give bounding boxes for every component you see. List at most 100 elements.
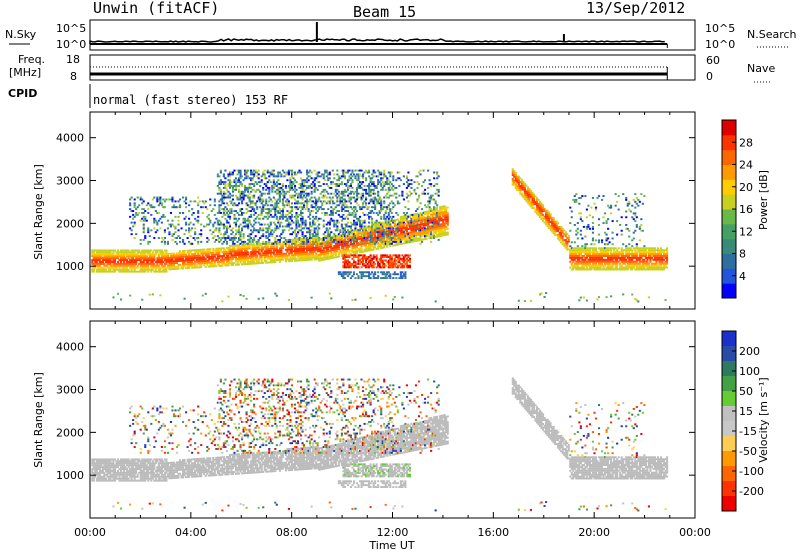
power-cell — [410, 237, 413, 239]
power-cell — [402, 259, 405, 262]
power-cell — [225, 258, 228, 261]
power-cell — [354, 233, 357, 235]
power-cell — [343, 171, 346, 174]
power-cell — [277, 202, 280, 205]
power-cell — [201, 206, 204, 209]
power-cell — [271, 233, 274, 236]
power-cell — [430, 221, 433, 224]
power-cell — [309, 211, 312, 214]
power-cell — [387, 233, 390, 236]
power-cell — [313, 202, 316, 205]
nsky-label: N.Sky — [5, 28, 37, 41]
power-cell — [319, 255, 322, 258]
power-cell — [363, 248, 366, 251]
power-cell — [92, 259, 95, 262]
power-cell — [336, 227, 339, 230]
power-cell — [361, 235, 365, 238]
power-cell — [106, 251, 109, 254]
power-cell — [284, 219, 287, 222]
power-cell — [231, 262, 235, 265]
power-cell — [210, 265, 213, 268]
power-cell — [218, 204, 221, 207]
power-cell — [231, 186, 235, 189]
power-cell — [260, 181, 263, 184]
power-cell — [369, 247, 372, 250]
power-cell — [123, 253, 126, 256]
power-cell — [427, 215, 430, 218]
power-cell — [233, 256, 236, 259]
power-cell — [309, 256, 312, 259]
power-cell — [352, 271, 356, 274]
power-cell — [374, 273, 377, 276]
power-cell — [251, 208, 254, 211]
power-cell — [304, 188, 307, 191]
power-cell — [433, 177, 436, 180]
power-cell — [110, 249, 114, 252]
power-cell — [290, 206, 294, 209]
power-cell — [250, 206, 253, 209]
power-cell — [95, 261, 98, 263]
power-cell — [413, 235, 416, 238]
power-cell — [257, 213, 260, 216]
power-cell — [281, 217, 284, 220]
power-cell — [230, 244, 233, 247]
power-cell — [371, 245, 374, 247]
power-cell — [384, 256, 387, 259]
power-cell — [393, 204, 396, 207]
power-cell — [303, 179, 306, 182]
power-cell — [104, 253, 107, 256]
power-cell — [411, 230, 415, 233]
power-cell — [346, 249, 349, 252]
power-cell — [358, 169, 362, 172]
power-cell — [307, 179, 310, 182]
power-cell — [260, 210, 263, 212]
power-cell — [133, 266, 136, 269]
power-cell — [316, 248, 319, 251]
power-cell — [337, 213, 340, 216]
power-cell — [253, 208, 256, 211]
power-cell — [390, 261, 393, 264]
power-cell — [284, 185, 287, 187]
power-cell — [306, 251, 309, 254]
power-cell — [304, 185, 307, 187]
power-cell — [251, 200, 254, 203]
power-cell — [104, 249, 107, 252]
power-cell — [396, 230, 399, 233]
power-cell — [136, 266, 139, 269]
power-cell — [372, 248, 375, 251]
power-cell — [405, 217, 408, 220]
power-cell — [156, 259, 159, 262]
power-cell — [328, 227, 331, 230]
power-cell — [194, 253, 197, 256]
power-cell — [360, 247, 363, 250]
power-cell — [384, 224, 387, 227]
power-cell — [407, 224, 410, 227]
power-cell — [306, 253, 309, 256]
power-cell — [195, 258, 198, 261]
power-cell — [277, 175, 280, 178]
power-cell — [277, 259, 280, 261]
power-cell — [260, 256, 263, 259]
power-cell — [377, 224, 380, 227]
power-cell — [313, 183, 316, 186]
power-cell — [328, 245, 331, 248]
power-cell — [340, 247, 343, 250]
power-cell — [375, 266, 378, 269]
power-cell — [239, 233, 242, 236]
power-cell — [132, 213, 135, 216]
power-cell — [177, 263, 180, 266]
nsky-tick-bottom: 10^0 — [56, 38, 86, 51]
power-cell — [299, 206, 303, 209]
power-cell — [225, 237, 228, 239]
power-cell — [250, 186, 253, 189]
power-cell — [272, 251, 275, 254]
nsky-tick-top: 10^5 — [56, 22, 86, 35]
power-cell — [287, 258, 290, 261]
power-cell — [321, 239, 324, 242]
power-cell — [240, 263, 244, 266]
power-cell — [156, 200, 159, 203]
power-cell — [266, 211, 269, 214]
power-cell — [337, 273, 340, 276]
power-cell — [304, 259, 307, 262]
power-cell — [227, 173, 230, 176]
